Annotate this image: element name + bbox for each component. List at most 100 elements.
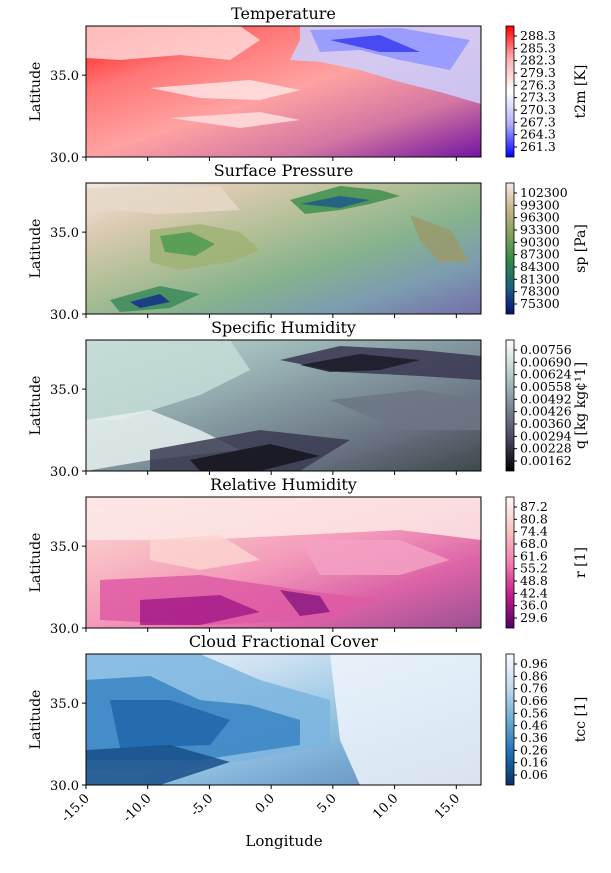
colorbar-tick-label: 96300 (520, 210, 560, 225)
colorbar-tick-label: 0.76 (520, 681, 548, 696)
colorbar-tick-label: 285.3 (520, 40, 556, 55)
colorbar-tick-label: 0.36 (520, 730, 548, 745)
colorbar-tick-label: 0.06 (520, 767, 548, 782)
colorbar-tick-label: 93300 (520, 222, 560, 237)
plot-frame (85, 496, 482, 629)
colorbar-label: t2m [K] (573, 65, 589, 119)
colorbar-tick-label: 0.96 (520, 656, 548, 671)
heatmap-field (86, 26, 481, 157)
y-tick-label: 30.0 (50, 622, 79, 637)
colorbar-scale (505, 653, 515, 786)
panel-title: Surface Pressure (214, 161, 354, 180)
y-tick-label: 35.0 (50, 540, 79, 555)
x-tick-label: -10.0 (120, 791, 154, 825)
y-tick-label: 35.0 (50, 383, 79, 398)
y-tick-label: 35.0 (50, 697, 79, 712)
heatmap-field (86, 497, 481, 628)
plot-frame (85, 339, 482, 472)
colorbar-temperature: 288.3285.3282.3279.3276.3273.3270.3267.3… (505, 25, 589, 158)
colorbar-tick-label: 36.0 (520, 598, 548, 613)
colorbar-tick-label: 0.66 (520, 693, 548, 708)
colorbar-tick-label: 0.00162 (520, 453, 572, 468)
colorbar-tick-label: 99300 (520, 197, 560, 212)
x-tick-label: -5.0 (188, 791, 216, 819)
colorbar-scale (505, 182, 515, 315)
colorbar-tick-label: 270.3 (520, 102, 556, 117)
colorbar-tick-label: 0.00558 (520, 379, 572, 394)
colorbar-tick-label: 267.3 (520, 114, 556, 129)
y-axis-label: Latitude (28, 533, 44, 593)
panel-title: Specific Humidity (211, 318, 356, 337)
colorbar-tick-label: 261.3 (520, 139, 556, 154)
heatmap-field (86, 654, 481, 785)
panel-cloud-fractional-cover: Cloud Fractional Cover Latitude 35.0 30.0 0.… (28, 632, 589, 794)
panel-temperature: Temperature Latitude 35.0 30.0 288.3285.3282… (28, 4, 589, 166)
colorbar-tick-label: 87300 (520, 247, 560, 262)
heatmap-field (86, 340, 481, 471)
colorbar-tick-label: 0.00228 (520, 441, 572, 456)
colorbar-tick-label: 273.3 (520, 90, 556, 105)
plot-frame (85, 653, 482, 786)
x-tick-label: -15.0 (59, 791, 93, 825)
colorbar-tick-label: 84300 (520, 259, 560, 274)
colorbar-tick-label: 0.00690 (520, 354, 572, 369)
colorbar-tick-label: 0.00756 (520, 342, 572, 357)
colorbar-tick-label: 0.16 (520, 755, 548, 770)
panel-specific-humidity: Specific Humidity Latitude 35.0 30.0 0.00756… (28, 318, 589, 480)
panel-title: Temperature (231, 4, 336, 23)
y-tick-label: 30.0 (50, 308, 79, 323)
x-tick-label: 15.0 (432, 791, 463, 822)
colorbar-scale (505, 339, 515, 472)
x-tick-label: 0.0 (253, 791, 278, 816)
colorbar-specific-humidity: 0.007560.006900.006240.005580.004920.004… (505, 339, 589, 472)
y-axis-label: Latitude (28, 219, 44, 279)
colorbar-tick-label: 0.00294 (520, 428, 572, 443)
colorbar-tick-label: 55.2 (520, 561, 548, 576)
y-tick-label: 30.0 (50, 779, 79, 794)
heatmap-field (86, 183, 481, 314)
panel-relative-humidity: Relative Humidity Latitude 35.0 30.0 87.280.… (28, 475, 589, 637)
x-axis-label: Longitude (245, 832, 322, 850)
x-tick-label: 10.0 (370, 791, 401, 822)
panel-surface-pressure: Surface Pressure Latitude 35.0 30.0 10230099… (28, 161, 589, 323)
colorbar-tick-label: 48.8 (520, 573, 548, 588)
panel-title: Relative Humidity (210, 475, 357, 494)
colorbar-tick-label: 90300 (520, 234, 560, 249)
colorbar-tick-label: 87.2 (520, 499, 548, 514)
colorbar-surface-pressure: 1023009930096300933009030087300843008130… (505, 182, 589, 315)
y-tick-label: 30.0 (50, 151, 79, 166)
colorbar-scale (505, 25, 515, 158)
colorbar-tick-label: 0.00492 (520, 391, 572, 406)
colorbar-tick-label: 81300 (520, 271, 560, 286)
colorbar-tick-label: 29.6 (520, 610, 548, 625)
y-tick-label: 35.0 (50, 69, 79, 84)
y-tick-label: 30.0 (50, 465, 79, 480)
colorbar-tick-label: 279.3 (520, 65, 556, 80)
panel-title: Cloud Fractional Cover (189, 632, 378, 651)
colorbar-tick-label: 78300 (520, 284, 560, 299)
colorbar-tick-label: 276.3 (520, 77, 556, 92)
y-tick-label: 35.0 (50, 226, 79, 241)
colorbar-tick-label: 0.46 (520, 718, 548, 733)
colorbar-scale (505, 496, 515, 629)
y-axis-label: Latitude (28, 376, 44, 436)
colorbar-tick-label: 42.4 (520, 585, 548, 600)
colorbar-label: sp [Pa] (573, 224, 589, 273)
colorbar-tick-label: 74.4 (520, 524, 548, 539)
colorbar-tick-label: 0.56 (520, 705, 548, 720)
colorbar-label: tcc [1] (573, 697, 589, 743)
colorbar-tick-label: 75300 (520, 296, 560, 311)
colorbar-cloud-fractional-cover: 0.960.860.760.660.560.460.360.260.160.06… (505, 653, 589, 786)
colorbar-tick-label: 0.86 (520, 668, 548, 683)
y-axis-label: Latitude (28, 62, 44, 122)
colorbar-label: r [1] (573, 547, 589, 578)
colorbar-tick-label: 68.0 (520, 536, 548, 551)
shared-x-axis: -15.0 -10.0 -5.0 0.0 5.0 10.0 15.0 (59, 791, 463, 825)
colorbar-tick-label: 80.8 (520, 511, 548, 526)
colorbar-tick-label: 102300 (520, 185, 568, 200)
colorbar-relative-humidity: 87.280.874.468.061.655.248.842.436.029.6… (505, 496, 589, 629)
colorbar-tick-label: 0.00426 (520, 404, 572, 419)
colorbar-tick-label: 282.3 (520, 53, 556, 68)
plot-frame (85, 182, 482, 315)
